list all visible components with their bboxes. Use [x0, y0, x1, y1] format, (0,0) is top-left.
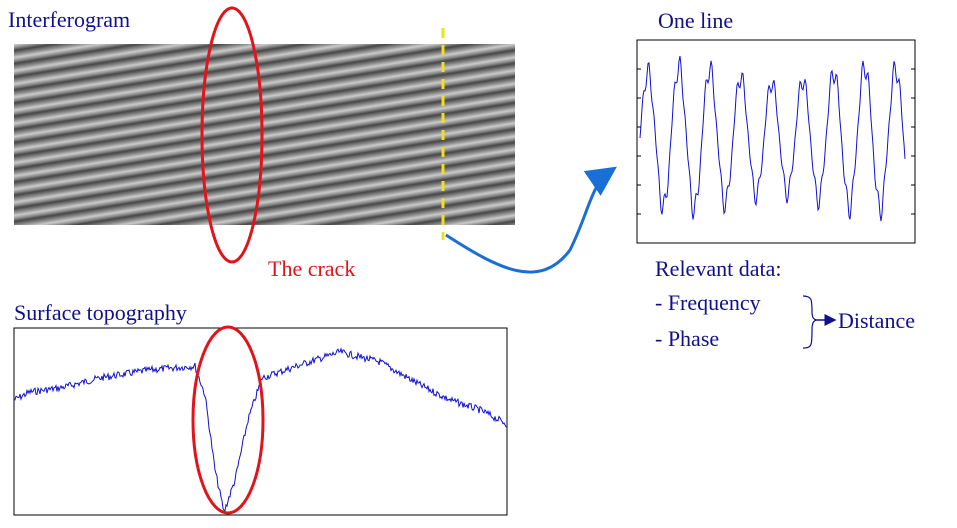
relevant-item: - Phase — [655, 326, 719, 351]
relevant-heading: Relevant data: — [655, 256, 781, 281]
result-label: Distance — [838, 308, 915, 333]
interferogram-title: Interferogram — [8, 7, 130, 32]
slide: Interferogram The crack One line Relevan… — [0, 0, 957, 528]
brace — [803, 296, 818, 348]
interferogram-shade — [14, 44, 515, 225]
topography-plot — [14, 328, 507, 515]
topography-title: Surface topography — [14, 300, 187, 325]
one-line-title: One line — [658, 8, 733, 33]
crack-label: The crack — [268, 256, 355, 281]
relevant-item: - Frequency — [655, 290, 761, 315]
